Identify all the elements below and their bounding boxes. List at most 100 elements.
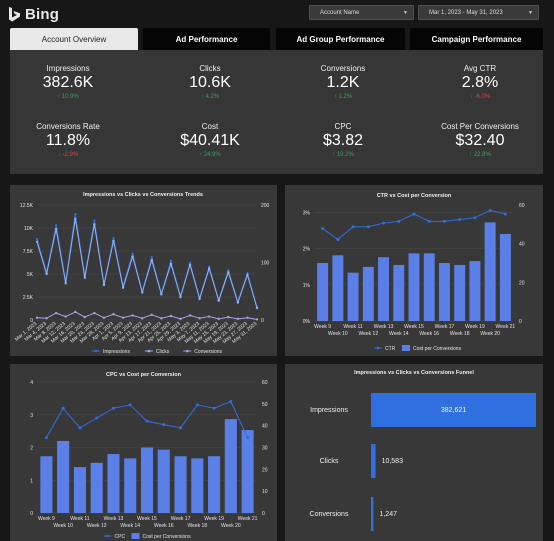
bar [393,264,405,321]
y2-tick-label: 30 [262,446,268,452]
data-point [128,403,132,407]
data-point [195,403,199,407]
data-point [44,436,48,440]
data-point [74,213,77,216]
kpi-clicks[interactable]: Clicks 10.6K ↑ 4.2% [155,64,265,100]
data-point [227,315,230,319]
y2-tick-label: 60 [262,380,268,386]
trends-chart: Impressions vs Clicks vs Conversions Tre… [14,192,270,355]
y-tick-label: 0% [303,319,311,325]
y-tick-label: 2.5K [23,295,34,301]
data-point [227,270,230,274]
x-tick-label: Week 21 [496,324,516,330]
y-tick-label: 3 [30,413,33,419]
data-point [141,291,144,294]
data-point [93,219,96,222]
data-point [246,273,249,277]
data-point [93,311,96,315]
bar [208,456,221,513]
legend-marker [376,346,380,350]
legend-marker [186,349,189,353]
funnel-category-label: Impressions [310,407,348,414]
legend-swatch [402,345,410,351]
data-point [93,223,96,226]
kpi-label: Conversions Rate [36,122,100,131]
bar [191,458,204,513]
y2-tick-label: 0 [261,318,264,324]
y2-tick-label: 20 [262,467,268,473]
data-point [351,225,355,229]
bar [332,255,344,321]
bar [140,447,154,513]
kpi-conversions-rate[interactable]: Conversions Rate 11.8% ↓ -2.9% [13,122,123,158]
data-point [145,419,149,423]
tab-account-overview[interactable]: Account Overview [10,28,138,50]
bar [378,257,390,321]
x-tick-label: Week 12 [358,331,378,337]
funnel-category-label: Clicks [320,458,339,465]
y-tick-label: 7.5K [23,249,34,255]
x-tick-label: Week 12 [87,523,107,529]
kpi-avg-ctr[interactable]: Avg CTR 2.8% ↓ -6.0% [425,64,535,100]
bing-logo-icon [9,6,20,21]
data-point [198,317,201,320]
data-point [160,293,163,296]
kpi-value: $40.41K [180,132,240,149]
bar [90,462,103,513]
bar [174,456,187,513]
tab-ad-group-performance[interactable]: Ad Group Performance [276,28,405,50]
data-point [458,218,462,221]
y-tick-label: 3% [303,210,311,216]
data-point [95,416,99,420]
bing-logo[interactable]: Bing [8,5,59,23]
data-point [54,227,58,231]
x-tick-label: Week 18 [187,523,207,529]
bar [362,266,374,321]
data-point [74,310,77,314]
data-point [35,237,39,241]
data-point [61,406,65,410]
kpi-label: Cost Per Conversions [441,122,519,131]
data-point [179,426,183,430]
tab-label: Ad Performance [175,34,238,44]
legend-label: CPC [115,534,126,540]
legend-marker [106,534,109,538]
legend-label: Conversions [194,349,222,355]
data-point [121,286,125,289]
data-point [336,237,340,241]
data-point [179,295,182,299]
data-point [473,216,477,220]
data-point [188,261,192,265]
bar [157,449,170,513]
kpi-cost-per-conversions[interactable]: Cost Per Conversions $32.40 ↑ 22.8% [425,122,535,158]
y-tick-label: 1% [303,283,311,289]
account-name-dropdown[interactable]: Account Name ▼ [309,5,414,20]
data-point [150,256,153,259]
data-point [35,240,39,243]
kpi-cost[interactable]: Cost $40.41K ↑ 24.9% [155,122,265,158]
data-point [112,236,115,240]
x-tick-label: Week 17 [171,516,191,522]
kpi-impressions[interactable]: Impressions 382.6K ↑ 10.9% [13,64,123,100]
x-tick-label: Week 10 [328,331,348,337]
data-point [366,225,370,229]
kpi-cpc[interactable]: CPC $3.82 ↑ 19.2% [288,122,398,158]
y-tick-label: 4 [30,380,33,386]
data-point [102,283,106,287]
data-point [207,315,211,318]
data-point [198,297,201,301]
data-point [207,265,211,268]
bar [57,440,70,513]
y2-tick-label: 20 [519,280,525,286]
data-point [255,306,259,310]
data-point [45,317,48,320]
funnel-bar [371,444,376,478]
tab-campaign-performance[interactable]: Campaign Performance [410,28,543,50]
logo-text: Bing [25,5,60,23]
kpi-conversions[interactable]: Conversions 1.2K ↑ 1.2% [288,64,398,100]
x-tick-label: Week 17 [435,324,455,330]
tab-ad-performance[interactable]: Ad Performance [143,28,270,50]
data-point [45,272,48,276]
chart-title: Impressions vs Clicks vs Conversions Tre… [83,192,203,198]
date-range-dropdown[interactable]: Mar 1, 2023 - May 31, 2023 ▼ [418,5,539,20]
